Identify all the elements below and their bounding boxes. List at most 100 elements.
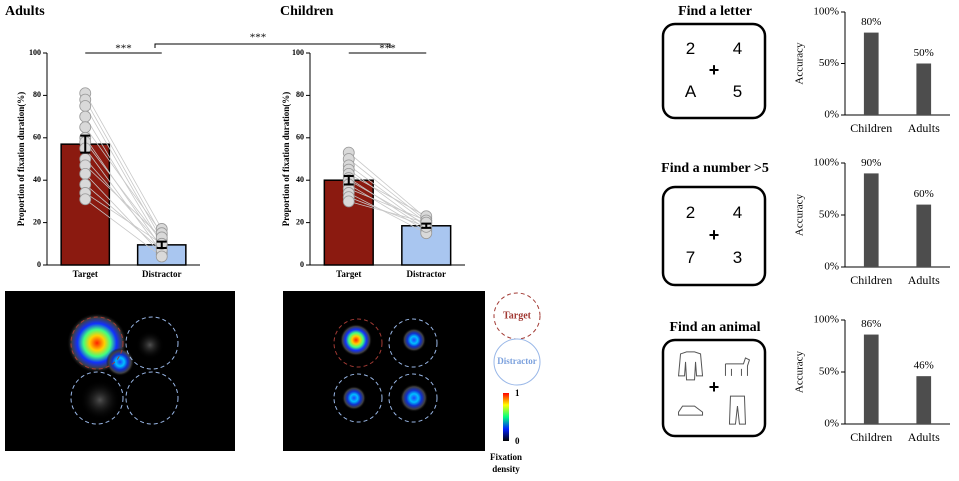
stimulus-item: A: [685, 82, 697, 101]
subject-line: [348, 188, 427, 221]
x-tick-label: Adults: [908, 430, 940, 444]
y-tick-label: 40: [296, 175, 304, 184]
error-bar: [343, 174, 354, 186]
y-tick-label: 60: [33, 133, 41, 142]
y-tick-label: 0: [37, 260, 41, 269]
stimulus-item: 7: [686, 248, 695, 267]
stimulus-box: [661, 338, 767, 438]
subject-line: [348, 179, 427, 226]
stimulus-item: 4: [733, 203, 742, 222]
value-label: 86%: [861, 318, 881, 330]
y-tick-label: 100%: [813, 6, 839, 18]
distractor-circle: [125, 371, 179, 425]
subject-line: [84, 105, 163, 240]
subject-line: [348, 201, 427, 223]
y-tick-label: 40: [33, 175, 41, 184]
subject-line: [84, 173, 163, 255]
y-tick-label: 20: [33, 217, 41, 226]
subject-line: [348, 177, 427, 230]
x-tick-label: Distractor: [407, 269, 446, 279]
y-tick-label: 50%: [819, 366, 839, 378]
distractor-circle: [125, 316, 179, 370]
distractor-circle: [388, 318, 438, 368]
colorbar-tick: 1: [515, 388, 520, 398]
subject-point: [79, 110, 92, 123]
y-tick-label: 50%: [819, 57, 839, 69]
value-label: 60%: [914, 188, 934, 200]
stimulus-box: [661, 185, 767, 287]
heat-blob: [106, 348, 134, 376]
bar: [916, 204, 932, 267]
y-tick-label: 0%: [824, 418, 839, 430]
legend-label: Target: [503, 310, 532, 321]
subject-line: [84, 93, 163, 230]
subject-point: [79, 121, 92, 134]
subject-line: [84, 99, 163, 236]
value-label: 90%: [861, 157, 881, 169]
y-axis-label: Accuracy: [794, 42, 806, 85]
x-tick-label: Target: [73, 269, 98, 279]
y-tick-label: 20: [296, 217, 304, 226]
significance: ***: [115, 43, 132, 55]
y-tick-label: 100%: [813, 314, 839, 326]
subject-line: [348, 165, 427, 223]
x-tick-label: Adults: [908, 273, 940, 287]
colorbar-label: Fixation: [490, 452, 522, 462]
y-tick-label: 0%: [824, 261, 839, 273]
heat-blob: [340, 324, 372, 356]
subject-line: [85, 198, 162, 257]
y-tick-label: 100%: [813, 157, 839, 169]
distractor-circle: [70, 371, 124, 425]
y-tick-label: 100: [292, 48, 304, 57]
bracket: [154, 43, 391, 48]
heatmap-bg: [283, 291, 485, 451]
significance: ***: [250, 32, 267, 44]
y-axis-label: Accuracy: [794, 193, 806, 236]
x-tick-label: Target: [336, 269, 361, 279]
bar: [916, 63, 932, 115]
y-axis-label: Accuracy: [794, 350, 806, 393]
chart-title: Find an animal: [669, 320, 760, 335]
heat-blob: [342, 386, 366, 410]
subject-line: [84, 184, 163, 251]
x-tick-label: Adults: [908, 121, 940, 135]
fixation-cross: +: [709, 60, 720, 80]
chart-title: Children: [280, 4, 334, 19]
chart-title: Find a number >5: [661, 161, 769, 176]
y-tick-label: 60: [296, 133, 304, 142]
stimulus-item: 2: [686, 39, 695, 58]
y-axis-label: Proportion of fixation duration(%): [16, 92, 26, 227]
fixation-cross: +: [709, 225, 720, 245]
y-tick-label: 100: [29, 48, 41, 57]
subject-line: [84, 158, 163, 247]
bar: [863, 173, 879, 267]
target-circle: [70, 316, 124, 370]
subject-line: [85, 192, 162, 245]
y-tick-label: 50%: [819, 209, 839, 221]
heat-blob: [400, 384, 428, 412]
stimulus-item: 3: [733, 248, 742, 267]
heatmap-adults: [5, 291, 235, 451]
distractor-circle: [333, 373, 383, 423]
bar: [863, 32, 879, 115]
y-axis-label: Proportion of fixation duration(%): [281, 92, 291, 227]
heatmap-children: [283, 291, 485, 451]
x-tick-label: Distractor: [142, 269, 181, 279]
heat-blob: [80, 380, 120, 420]
x-tick-label: Children: [850, 273, 892, 287]
subject-point: [79, 193, 92, 206]
colorbar: [503, 393, 509, 441]
error-bar: [421, 222, 432, 229]
subject-line: [84, 126, 163, 234]
subject-line: [84, 165, 163, 238]
legend-label: Distractor: [497, 356, 536, 366]
x-tick-label: Children: [850, 121, 892, 135]
value-label: 46%: [914, 360, 934, 372]
subject-line: [348, 158, 427, 221]
heat-blob: [136, 331, 164, 359]
chart-title: Adults: [5, 4, 45, 19]
stimulus-box: [661, 22, 767, 120]
chart-title: Find a letter: [678, 4, 752, 19]
stimulus-item: 4: [733, 39, 742, 58]
